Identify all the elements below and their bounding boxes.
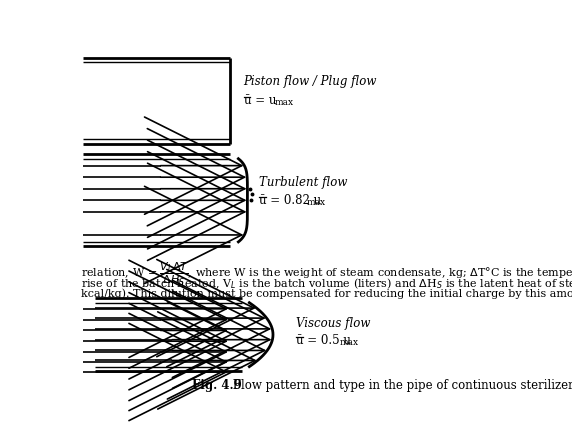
Text: ū = 0.82 u: ū = 0.82 u <box>259 194 321 207</box>
Text: relation, W = $\dfrac{V_L\Delta T}{\Delta H_S}$, where W is the weight of steam : relation, W = $\dfrac{V_L\Delta T}{\Delt… <box>81 260 572 287</box>
Text: ū = u: ū = u <box>244 94 276 107</box>
Text: Flow pattern and type in the pipe of continuous sterilizer: Flow pattern and type in the pipe of con… <box>229 378 572 391</box>
Text: rise of the batch heated, V$_L$ is the batch volume (liters) and $\Delta$H$_S$ i: rise of the batch heated, V$_L$ is the b… <box>81 276 572 290</box>
Text: Fig. 4.9: Fig. 4.9 <box>192 378 241 391</box>
Text: ū = 0.5 u: ū = 0.5 u <box>296 333 351 346</box>
Text: max: max <box>275 98 293 107</box>
Text: Viscous flow: Viscous flow <box>296 317 371 329</box>
Text: Turbulent flow: Turbulent flow <box>259 175 347 188</box>
Text: kcal/kg). This dilution must be compensated for reducing the initial charge by t: kcal/kg). This dilution must be compensa… <box>81 288 572 298</box>
Text: max: max <box>340 338 359 347</box>
Text: Piston flow / Plug flow: Piston flow / Plug flow <box>244 75 377 88</box>
Text: max: max <box>307 198 326 207</box>
